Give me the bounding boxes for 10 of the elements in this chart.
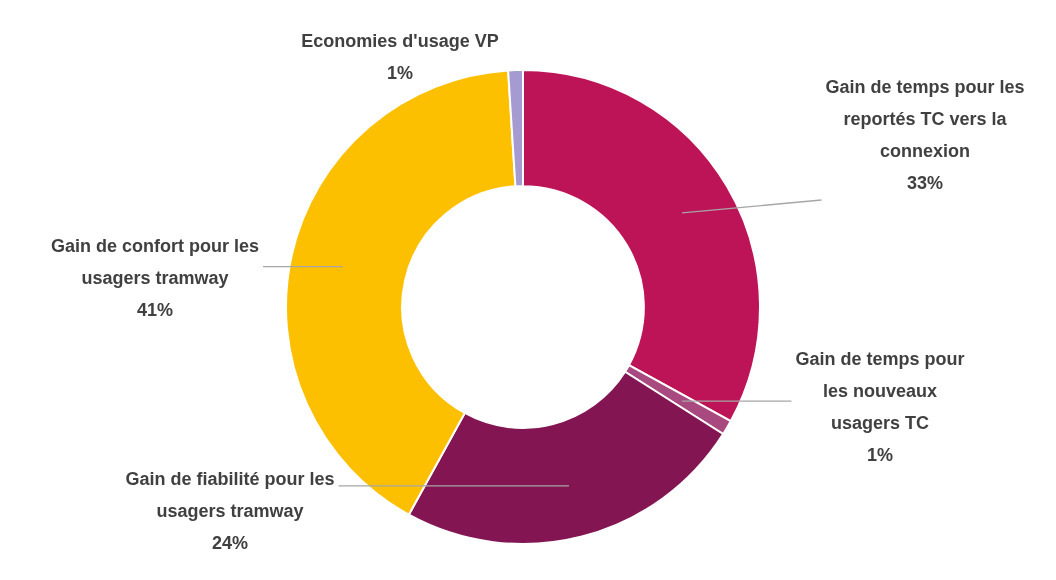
slice-label: Economies d'usage VP (301, 30, 499, 51)
slice-label: Gain de confort pour les usagers tramway (50, 235, 260, 288)
slice-label: Gain de temps pour les reportés TC vers la connexion (825, 76, 1025, 161)
data-label: 41% (136, 299, 174, 320)
data-label: 24% (211, 532, 249, 553)
data-label: 1% (866, 444, 894, 465)
data-label: 1% (386, 62, 414, 83)
data-label: 33% (906, 172, 944, 193)
slice-label: Gain de temps pour les nouveaux usagers TC (795, 348, 965, 433)
slice-label: Gain de fiabilité pour les usagers tramway (125, 468, 335, 521)
